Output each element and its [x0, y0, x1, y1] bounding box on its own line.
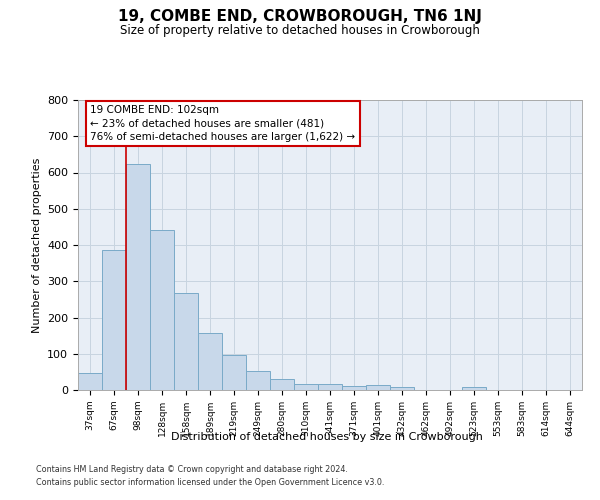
- Bar: [342, 386, 366, 390]
- Bar: [198, 334, 222, 390]
- Bar: [150, 230, 174, 390]
- Bar: [270, 380, 294, 390]
- Bar: [174, 293, 198, 390]
- Bar: [222, 355, 246, 390]
- Bar: [390, 387, 414, 390]
- Text: 19, COMBE END, CROWBOROUGH, TN6 1NJ: 19, COMBE END, CROWBOROUGH, TN6 1NJ: [118, 9, 482, 24]
- Y-axis label: Number of detached properties: Number of detached properties: [32, 158, 41, 332]
- Bar: [366, 385, 390, 390]
- Bar: [126, 164, 150, 390]
- Text: Contains public sector information licensed under the Open Government Licence v3: Contains public sector information licen…: [36, 478, 385, 487]
- Bar: [294, 384, 318, 390]
- Text: Size of property relative to detached houses in Crowborough: Size of property relative to detached ho…: [120, 24, 480, 37]
- Text: 19 COMBE END: 102sqm
← 23% of detached houses are smaller (481)
76% of semi-deta: 19 COMBE END: 102sqm ← 23% of detached h…: [91, 106, 356, 142]
- Bar: [78, 374, 102, 390]
- Text: Contains HM Land Registry data © Crown copyright and database right 2024.: Contains HM Land Registry data © Crown c…: [36, 466, 348, 474]
- Bar: [246, 371, 270, 390]
- Bar: [318, 384, 342, 390]
- Text: Distribution of detached houses by size in Crowborough: Distribution of detached houses by size …: [171, 432, 483, 442]
- Bar: [102, 250, 126, 390]
- Bar: [462, 387, 486, 390]
